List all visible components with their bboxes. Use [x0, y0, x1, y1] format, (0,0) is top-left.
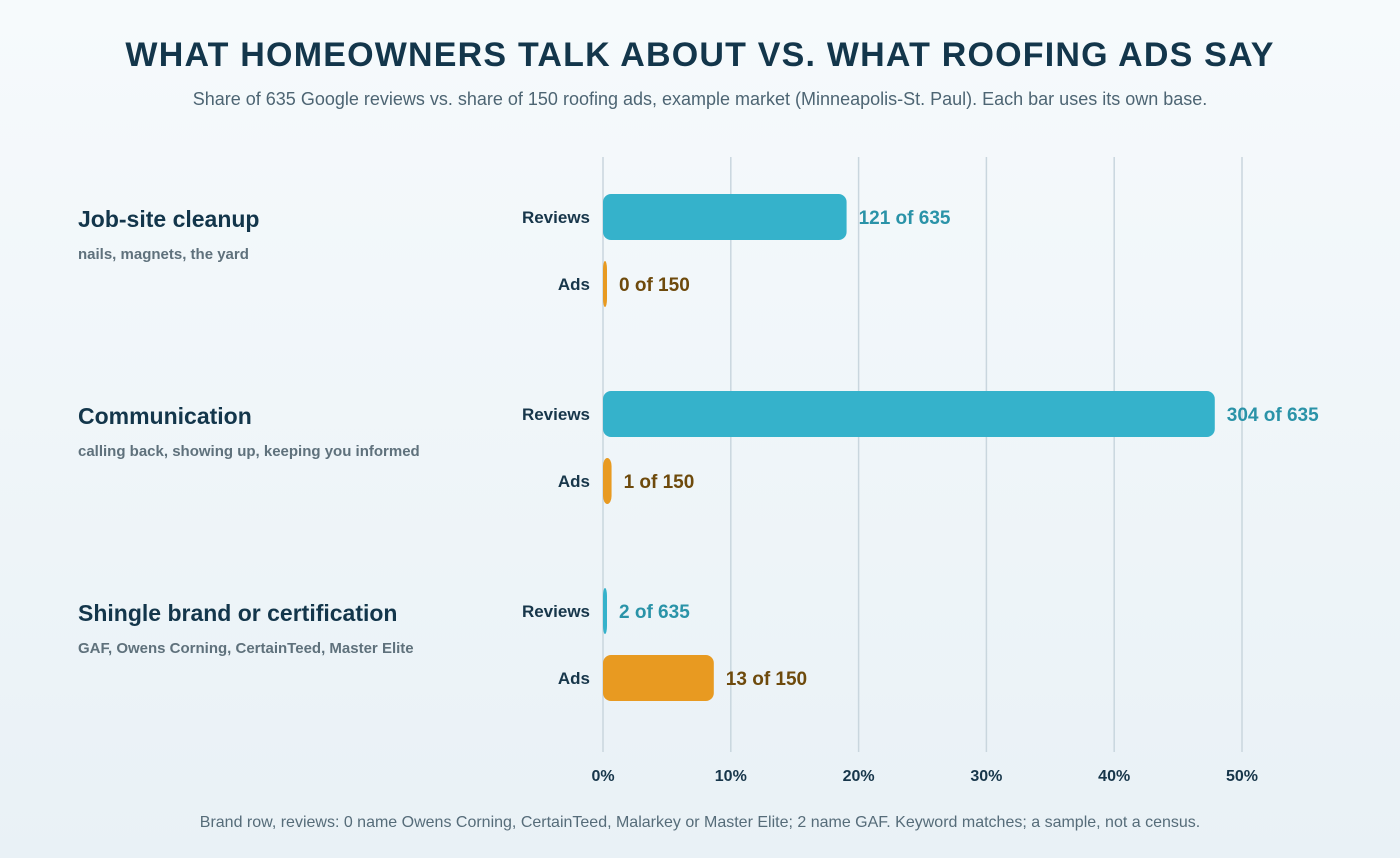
bar-series-label: Reviews [522, 208, 590, 227]
bar-value-label: 304 of 635 [1227, 405, 1319, 426]
x-tick-label: 30% [970, 768, 1002, 785]
bar-series-label: Reviews [522, 405, 590, 424]
category-title: Job-site cleanup [78, 206, 259, 232]
ads-bar [603, 261, 607, 307]
category-description: nails, magnets, the yard [78, 246, 249, 263]
bar-series-label: Ads [558, 669, 590, 688]
chart-footnote: Brand row, reviews: 0 name Owens Corning… [199, 814, 1201, 831]
reviews-bar [603, 391, 1215, 437]
bar-value-label: 0 of 150 [619, 275, 690, 296]
x-tick-label: 50% [1226, 768, 1258, 785]
chart-subtitle: Share of 635 Google reviews vs. share of… [192, 89, 1208, 109]
bar-value-label: 1 of 150 [624, 472, 695, 493]
chart-title: WHAT HOMEOWNERS TALK ABOUT VS. WHAT ROOF… [125, 36, 1275, 74]
bar-value-label: 121 of 635 [859, 208, 951, 229]
bar-value-label: 2 of 635 [619, 602, 690, 623]
x-tick-label: 40% [1098, 768, 1130, 785]
category-title: Shingle brand or certification [78, 600, 397, 626]
bar-series-label: Ads [558, 275, 590, 294]
reviews-bar [603, 588, 607, 634]
bar-series-label: Ads [558, 472, 590, 491]
ads-bar [603, 655, 714, 701]
ads-bar [603, 458, 612, 504]
category-title: Communication [78, 403, 252, 429]
bar-series-label: Reviews [522, 602, 590, 621]
category-description: GAF, Owens Corning, CertainTeed, Master … [78, 640, 414, 657]
reviews-bar [603, 194, 847, 240]
x-tick-label: 20% [843, 768, 875, 785]
x-tick-label: 0% [591, 768, 614, 785]
x-tick-label: 10% [715, 768, 747, 785]
bar-value-label: 13 of 150 [726, 669, 807, 690]
category-description: calling back, showing up, keeping you in… [78, 443, 420, 460]
